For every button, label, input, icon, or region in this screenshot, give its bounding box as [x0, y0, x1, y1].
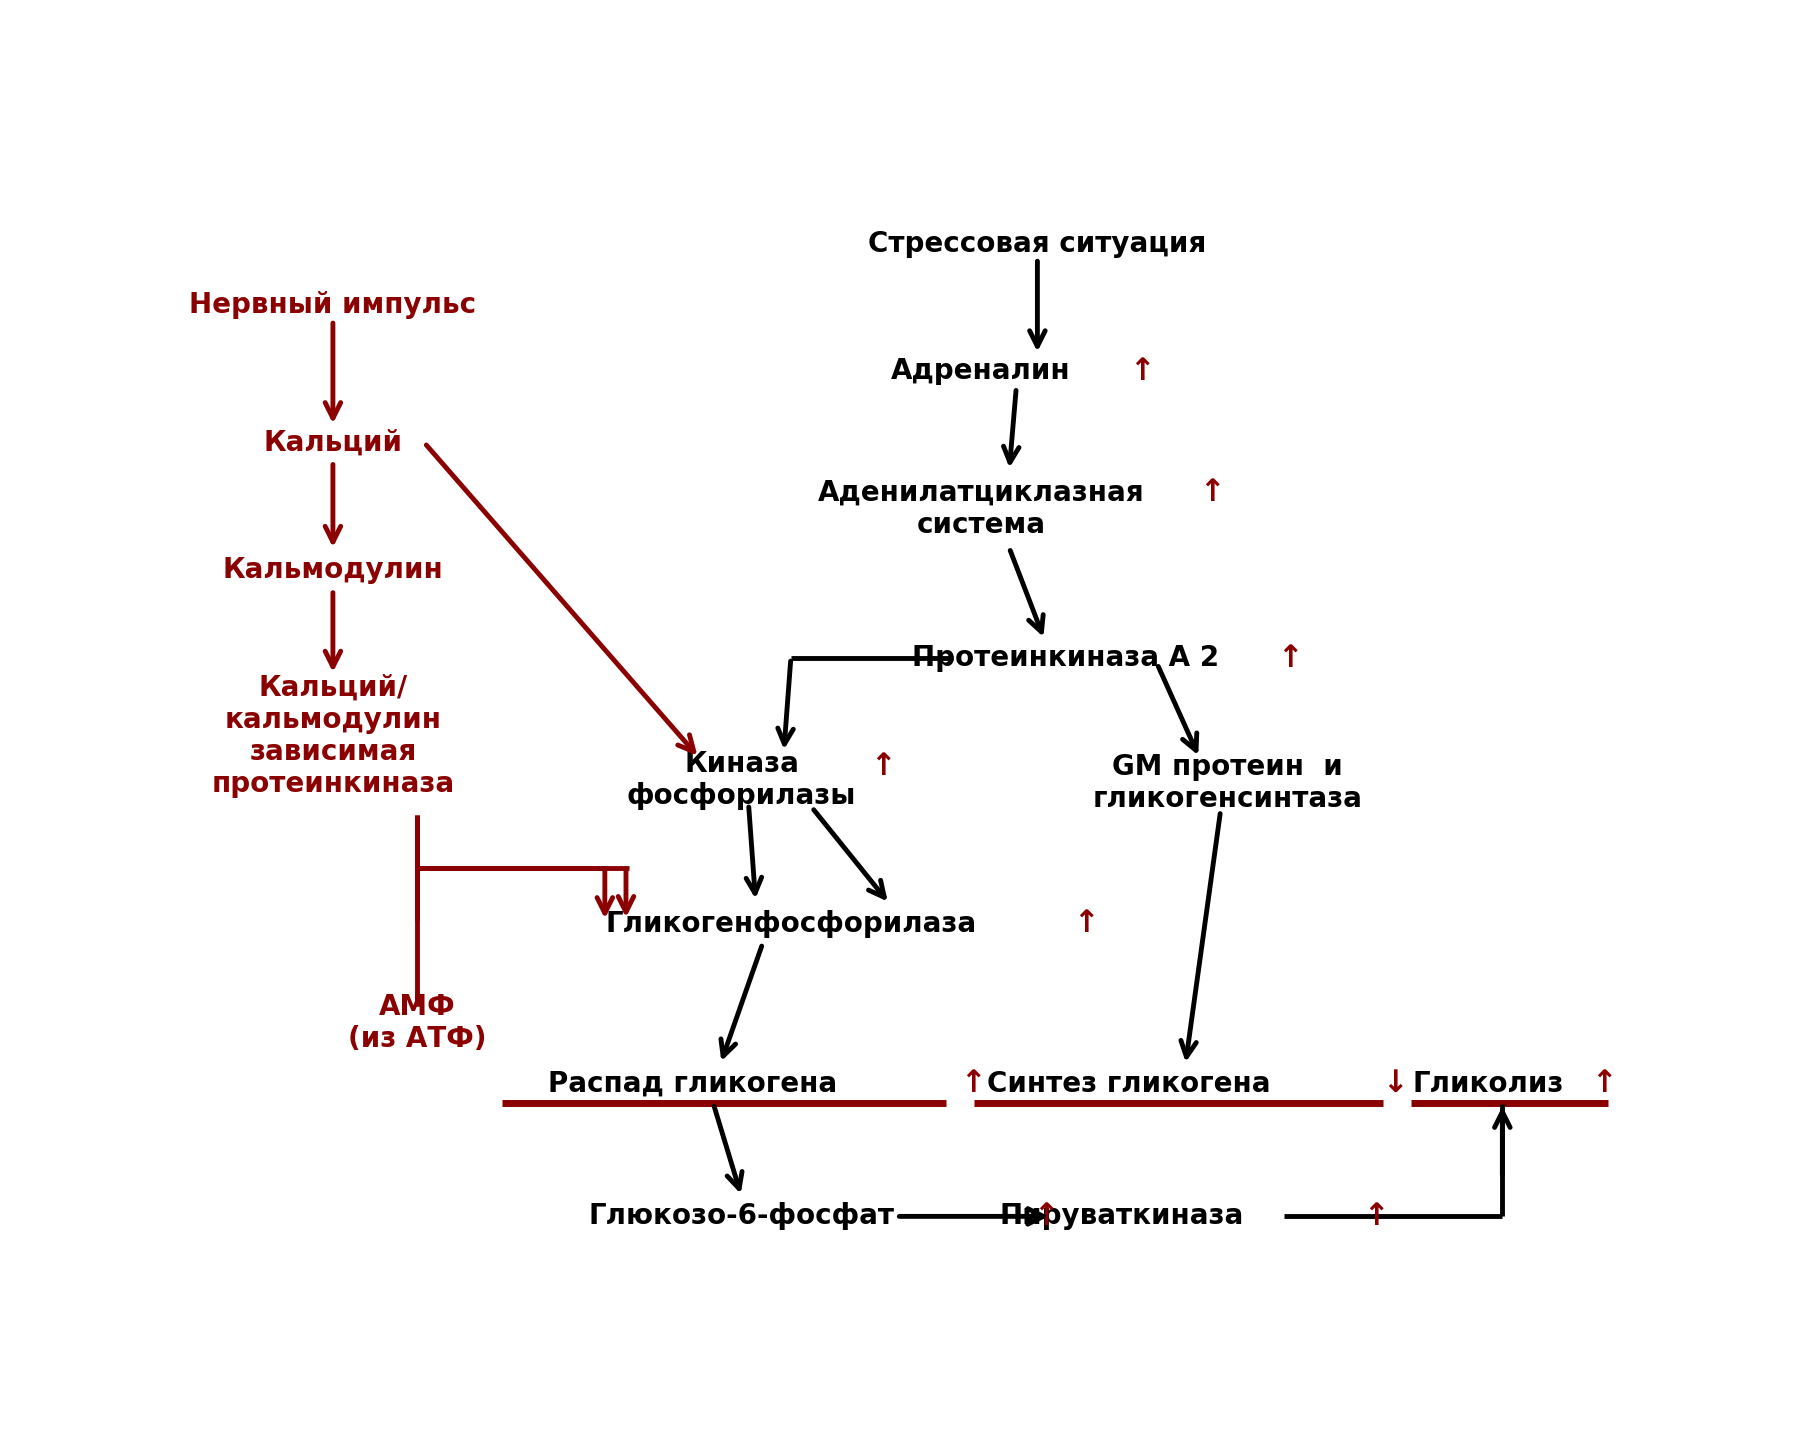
Text: GM протеин  и
гликогенсинтаза: GM протеин и гликогенсинтаза: [1093, 753, 1362, 814]
Text: ↑: ↑: [1129, 356, 1154, 386]
Text: Нервный импульс: Нервный импульс: [189, 291, 476, 319]
Text: ↓: ↓: [1382, 1069, 1409, 1098]
Text: Аденилатциклазная
система: Аденилатциклазная система: [818, 479, 1144, 540]
Text: ↑: ↑: [1200, 478, 1225, 507]
Text: Пируваткиназа: Пируваткиназа: [1000, 1203, 1244, 1230]
Text: ↑: ↑: [1073, 908, 1098, 938]
Text: Кальций: Кальций: [264, 429, 402, 456]
Text: АМФ
(из АТФ): АМФ (из АТФ): [349, 993, 487, 1053]
Text: Синтез гликогена: Синтез гликогена: [987, 1069, 1271, 1098]
Text: Гликогенфосфорилаза: Гликогенфосфорилаза: [605, 910, 976, 937]
Text: ↑: ↑: [1033, 1203, 1058, 1231]
Text: ↑: ↑: [960, 1069, 985, 1098]
Text: ↑: ↑: [1364, 1203, 1389, 1231]
Text: Глюкозо-6-фосфат: Глюкозо-6-фосфат: [589, 1203, 894, 1230]
Text: Гликолиз: Гликолиз: [1413, 1069, 1563, 1098]
Text: ↑: ↑: [1276, 644, 1302, 673]
Text: Распад гликогена: Распад гликогена: [547, 1069, 836, 1098]
Text: Протеинкиназа А 2: Протеинкиназа А 2: [913, 644, 1220, 673]
Text: Киназа
фосфорилазы: Киназа фосфорилазы: [627, 749, 856, 811]
Text: Кальмодулин: Кальмодулин: [222, 555, 444, 584]
Text: ↑: ↑: [1591, 1069, 1616, 1098]
Text: ↑: ↑: [869, 752, 894, 781]
Text: Кальций/
кальмодулин
зависимая
протеинкиназа: Кальций/ кальмодулин зависимая протеинки…: [211, 673, 454, 798]
Text: Стрессовая ситуация: Стрессовая ситуация: [869, 230, 1207, 258]
Text: Адреналин: Адреналин: [891, 357, 1071, 385]
